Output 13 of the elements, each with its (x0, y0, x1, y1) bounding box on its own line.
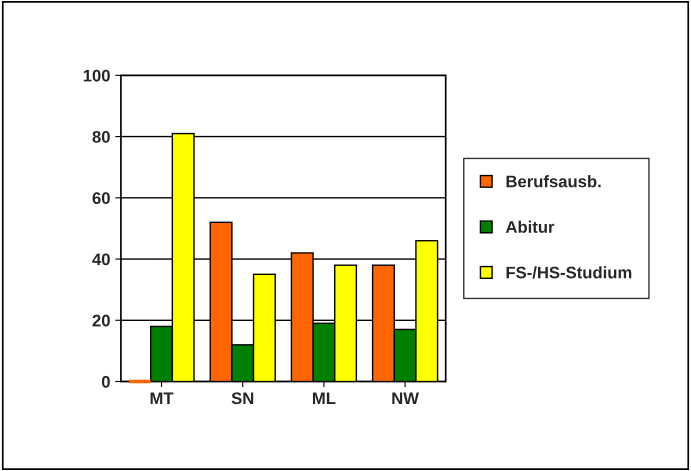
x-tick-label: NW (392, 392, 419, 404)
legend-label: Berufsausb. (506, 175, 601, 188)
y-tick-label: 100 (84, 70, 110, 82)
y-tick-label: 60 (92, 192, 110, 204)
legend-label: Abitur (506, 220, 554, 233)
x-tick-label: MT (150, 392, 174, 404)
x-tick-label: ML (312, 392, 336, 404)
x-tick-label: SN (232, 392, 254, 404)
y-tick-label: 0 (102, 376, 110, 388)
y-tick-label: 80 (92, 130, 110, 143)
y-tick-label: 20 (92, 314, 110, 326)
y-tick-label: 40 (92, 253, 110, 266)
legend-label: FS-/HS-Studium (506, 266, 632, 279)
